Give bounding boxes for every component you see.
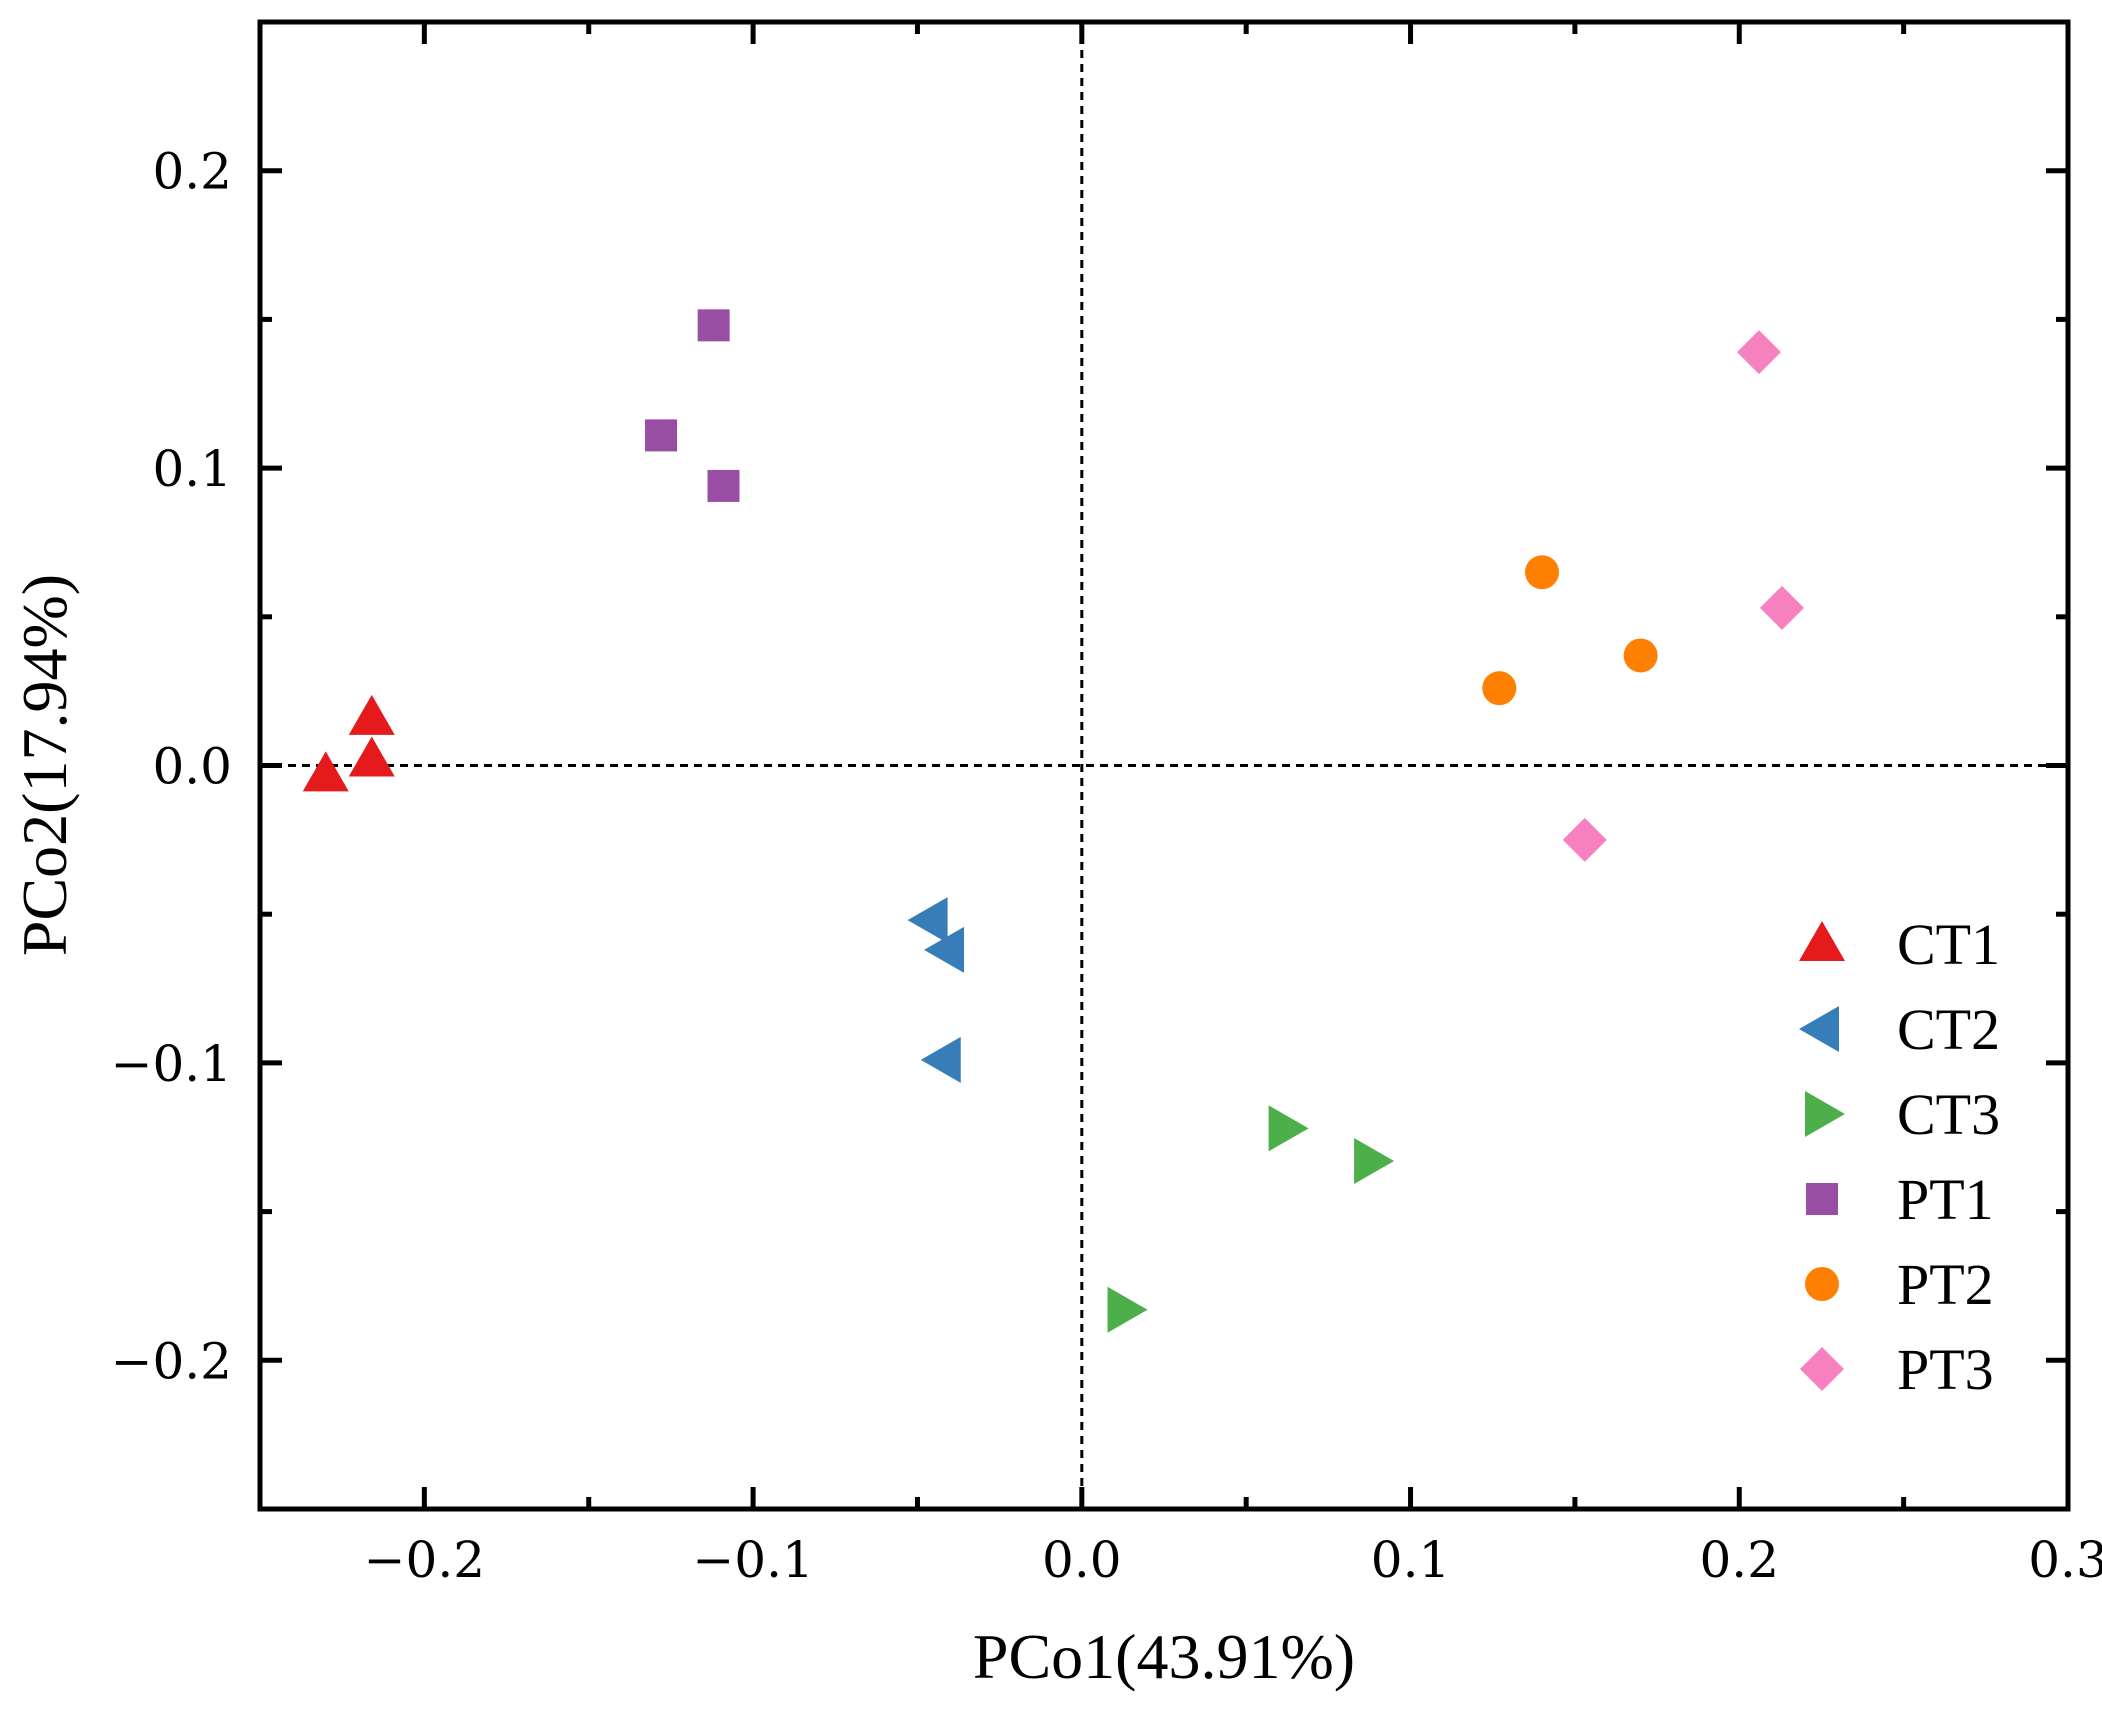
y-axis-title: PCo2(17.94%) — [9, 574, 80, 956]
data-point-pt3 — [1760, 585, 1805, 630]
legend-label-ct3: CT3 — [1897, 1082, 2000, 1147]
legend-marker-pt1 — [1806, 1183, 1838, 1215]
legend-marker-ct1 — [1799, 921, 1845, 961]
legend: CT1 CT2 CT3 PT1 PT2 PT3 — [1799, 912, 2000, 1402]
legend-label-ct2: CT2 — [1897, 997, 2000, 1062]
series-pt3 — [1562, 330, 1805, 862]
series-pt2 — [1482, 555, 1658, 706]
data-point-ct3 — [1268, 1105, 1309, 1152]
legend-label-ct1: CT1 — [1897, 912, 2000, 977]
legend-marker-pt2 — [1805, 1267, 1839, 1301]
series-ct2 — [907, 897, 965, 1083]
data-point-pt2 — [1525, 555, 1560, 590]
legend-label-pt1: PT1 — [1897, 1167, 1994, 1232]
legend-marker-ct2 — [1799, 1006, 1839, 1052]
y-tick-label: 0.0 — [152, 738, 232, 796]
data-point-ct1 — [302, 751, 349, 792]
data-point-pt1 — [707, 469, 740, 502]
data-point-ct3 — [1354, 1138, 1395, 1185]
x-tick-label: 0.3 — [2028, 1531, 2102, 1589]
x-tick-label: −0.2 — [364, 1531, 485, 1589]
data-point-ct2 — [907, 897, 948, 944]
series-ct1 — [302, 694, 395, 792]
data-point-ct2 — [924, 926, 965, 973]
data-point-ct2 — [920, 1036, 961, 1083]
data-point-ct3 — [1107, 1286, 1148, 1333]
series-ct3 — [1107, 1105, 1395, 1333]
x-tick-label: −0.1 — [692, 1531, 813, 1589]
x-tick-label: 0.1 — [1371, 1531, 1451, 1589]
data-point-ct1 — [348, 694, 395, 735]
x-tick-label: 0.2 — [1700, 1531, 1780, 1589]
data-point-pt1 — [645, 419, 678, 452]
legend-marker-pt3 — [1800, 1347, 1844, 1391]
y-tick-label: 0.2 — [152, 143, 232, 201]
y-tick-label: −0.2 — [111, 1332, 232, 1390]
legend-marker-ct3 — [1805, 1091, 1845, 1137]
data-point-pt1 — [697, 309, 730, 342]
series-pt1 — [645, 309, 740, 502]
data-point-pt3 — [1736, 330, 1781, 375]
x-axis-title: PCo1(43.91%) — [973, 1621, 1355, 1692]
y-tick-label: −0.1 — [111, 1035, 232, 1093]
y-tick-label: 0.1 — [152, 440, 232, 498]
data-point-pt2 — [1482, 671, 1517, 706]
data-point-pt2 — [1623, 638, 1658, 673]
data-point-pt3 — [1562, 817, 1607, 862]
legend-label-pt3: PT3 — [1897, 1337, 1994, 1402]
legend-label-pt2: PT2 — [1897, 1252, 1994, 1317]
x-tick-label: 0.0 — [1042, 1531, 1122, 1589]
data-point-ct1 — [348, 736, 395, 777]
